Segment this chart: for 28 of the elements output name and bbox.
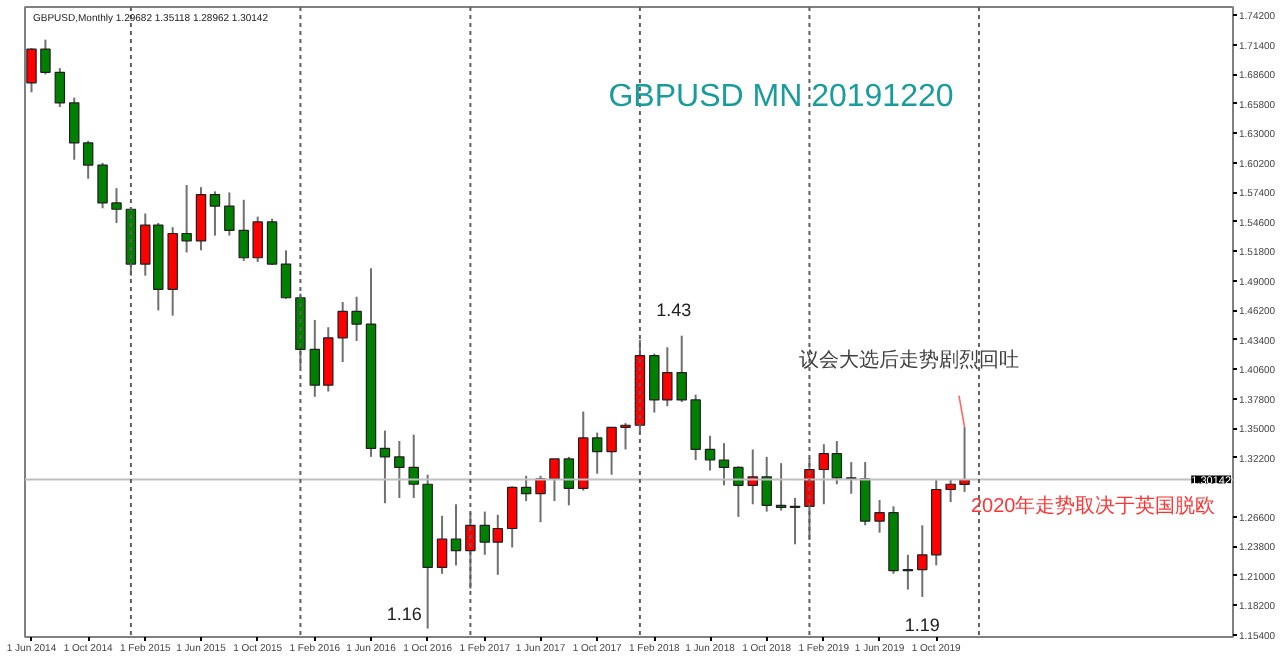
candlestick — [195, 186, 207, 252]
candlestick — [224, 191, 235, 237]
candlestick — [450, 503, 462, 567]
candlestick — [111, 187, 122, 224]
candlestick — [209, 190, 221, 237]
annotation: 2020年走势取决于英国脱欧 — [971, 494, 1216, 518]
candlestick — [97, 161, 108, 210]
annotation: 议会大选后走势剧烈回吐 — [798, 348, 1019, 373]
candlestick — [379, 429, 391, 505]
candlestick — [563, 455, 575, 507]
candlestick — [549, 457, 560, 503]
candlestick — [718, 442, 730, 487]
candlestick — [704, 434, 716, 472]
text: GBPUSD MN 20191220 — [608, 80, 954, 114]
candlestick — [775, 462, 787, 512]
candlestick — [280, 249, 292, 300]
candlestick — [535, 474, 546, 524]
candlestick — [506, 485, 518, 549]
candlestick — [54, 67, 66, 109]
candlestick — [917, 524, 928, 598]
candlestick — [436, 514, 448, 575]
candlestick — [789, 496, 801, 546]
candlestick — [902, 553, 914, 591]
annotation: 1.19 — [904, 614, 940, 635]
candlestick — [520, 474, 532, 503]
candlestick — [266, 217, 278, 267]
annotation: 1.43 — [656, 299, 692, 320]
annotation: 1.16 — [386, 603, 422, 624]
